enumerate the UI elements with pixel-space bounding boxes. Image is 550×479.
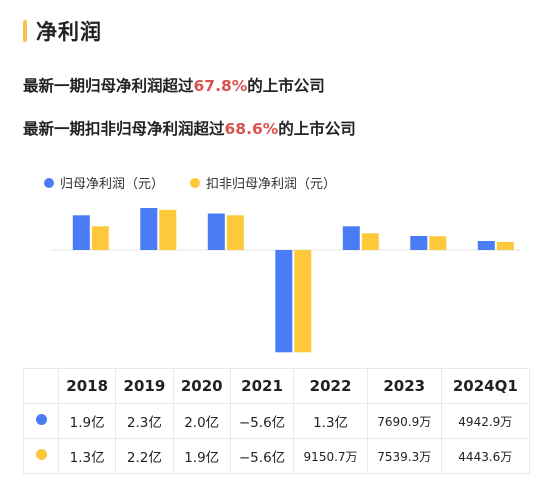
table-row-series1: 1.9亿 2.3亿 2.0亿 −5.6亿 1.3亿 7690.9万 4942.9… (23, 403, 531, 439)
bar-series1-2022 (342, 226, 360, 250)
headline-net-profit: 最新一期归母净利润超过67.8%的上市公司 (23, 74, 325, 96)
row-marker-cell (23, 403, 59, 439)
table-cell: −5.6亿 (229, 438, 295, 474)
section-title: 净利润 (36, 20, 102, 44)
table-header-row: 2018 2019 2020 2021 2022 2023 2024Q1 (23, 368, 531, 404)
section-header: 净利润 (23, 16, 102, 46)
table-corner-cell (23, 368, 59, 404)
legend-label-series1: 归母净利润（元） (60, 177, 165, 192)
chart-legend: 归母净利润（元） 扣非归母净利润（元） (44, 173, 362, 192)
headline-highlight: 68.6% (224, 120, 279, 138)
table-header-cell: 2024Q1 (440, 368, 531, 404)
bar-series2-2020 (226, 215, 244, 250)
table-header-cell: 2020 (172, 368, 231, 404)
table-cell: 4443.6万 (440, 438, 531, 474)
bar-series1-2023 (410, 236, 428, 250)
bar-series2-2024Q1 (496, 241, 514, 250)
legend-label-series2: 扣非归母净利润（元） (206, 177, 337, 192)
headline-prefix: 最新一期归母净利润超过 (23, 77, 194, 95)
bar-series2-2019 (159, 209, 177, 250)
table-cell: 2.0亿 (172, 403, 231, 439)
table-cell: 1.3亿 (57, 438, 117, 474)
header-accent-bar (23, 20, 27, 42)
series1-dot-icon (35, 414, 47, 425)
table-cell: 7690.9万 (366, 403, 442, 439)
bar-series2-2022 (361, 233, 379, 250)
headline-suffix: 的上市公司 (278, 120, 356, 138)
legend-swatch-series2 (190, 177, 201, 188)
row-marker-cell (23, 438, 59, 474)
legend-swatch-series1 (44, 177, 54, 188)
table-header-cell: 2021 (229, 368, 295, 404)
table-header-cell: 2022 (293, 368, 368, 404)
table-header-cell: 2018 (57, 368, 117, 404)
table-cell: −5.6亿 (229, 403, 295, 439)
table-cell: 1.9亿 (172, 438, 231, 474)
legend-item-series1: 归母净利润（元） (44, 173, 164, 192)
headline-prefix: 最新一期扣非归母净利润超过 (23, 120, 225, 138)
headline-highlight: 67.8% (193, 77, 248, 95)
bar-series2-2023 (429, 236, 447, 250)
headline-deducted-net-profit: 最新一期扣非归母净利润超过68.6%的上市公司 (23, 117, 356, 139)
table-cell: 1.3亿 (293, 403, 368, 439)
legend-item-series2: 扣非归母净利润（元） (190, 173, 336, 192)
table-cell: 2.3亿 (115, 403, 174, 439)
series2-dot-icon (35, 449, 47, 460)
table-cell: 9150.7万 (293, 438, 368, 474)
table-cell: 2.2亿 (115, 438, 174, 474)
bar-series2-2018 (91, 226, 109, 250)
bar-series1-2020 (207, 213, 225, 250)
bar-series1-2018 (72, 215, 90, 250)
table-row-series2: 1.3亿 2.2亿 1.9亿 −5.6亿 9150.7万 7539.3万 444… (23, 438, 531, 474)
bar-series1-2021 (275, 250, 293, 353)
table-cell: 1.9亿 (57, 403, 117, 439)
table-header-cell: 2019 (115, 368, 174, 404)
bar-series1-2024Q1 (477, 241, 495, 250)
table-header-cell: 2023 (366, 368, 442, 404)
table-cell: 7539.3万 (366, 438, 442, 474)
headline-suffix: 的上市公司 (247, 77, 325, 95)
bar-series1-2019 (140, 208, 158, 250)
data-table: 2018 2019 2020 2021 2022 2023 2024Q1 1.9… (23, 368, 531, 474)
bar-chart (50, 208, 520, 353)
bar-series2-2021 (294, 250, 312, 353)
table-cell: 4942.9万 (440, 403, 531, 439)
